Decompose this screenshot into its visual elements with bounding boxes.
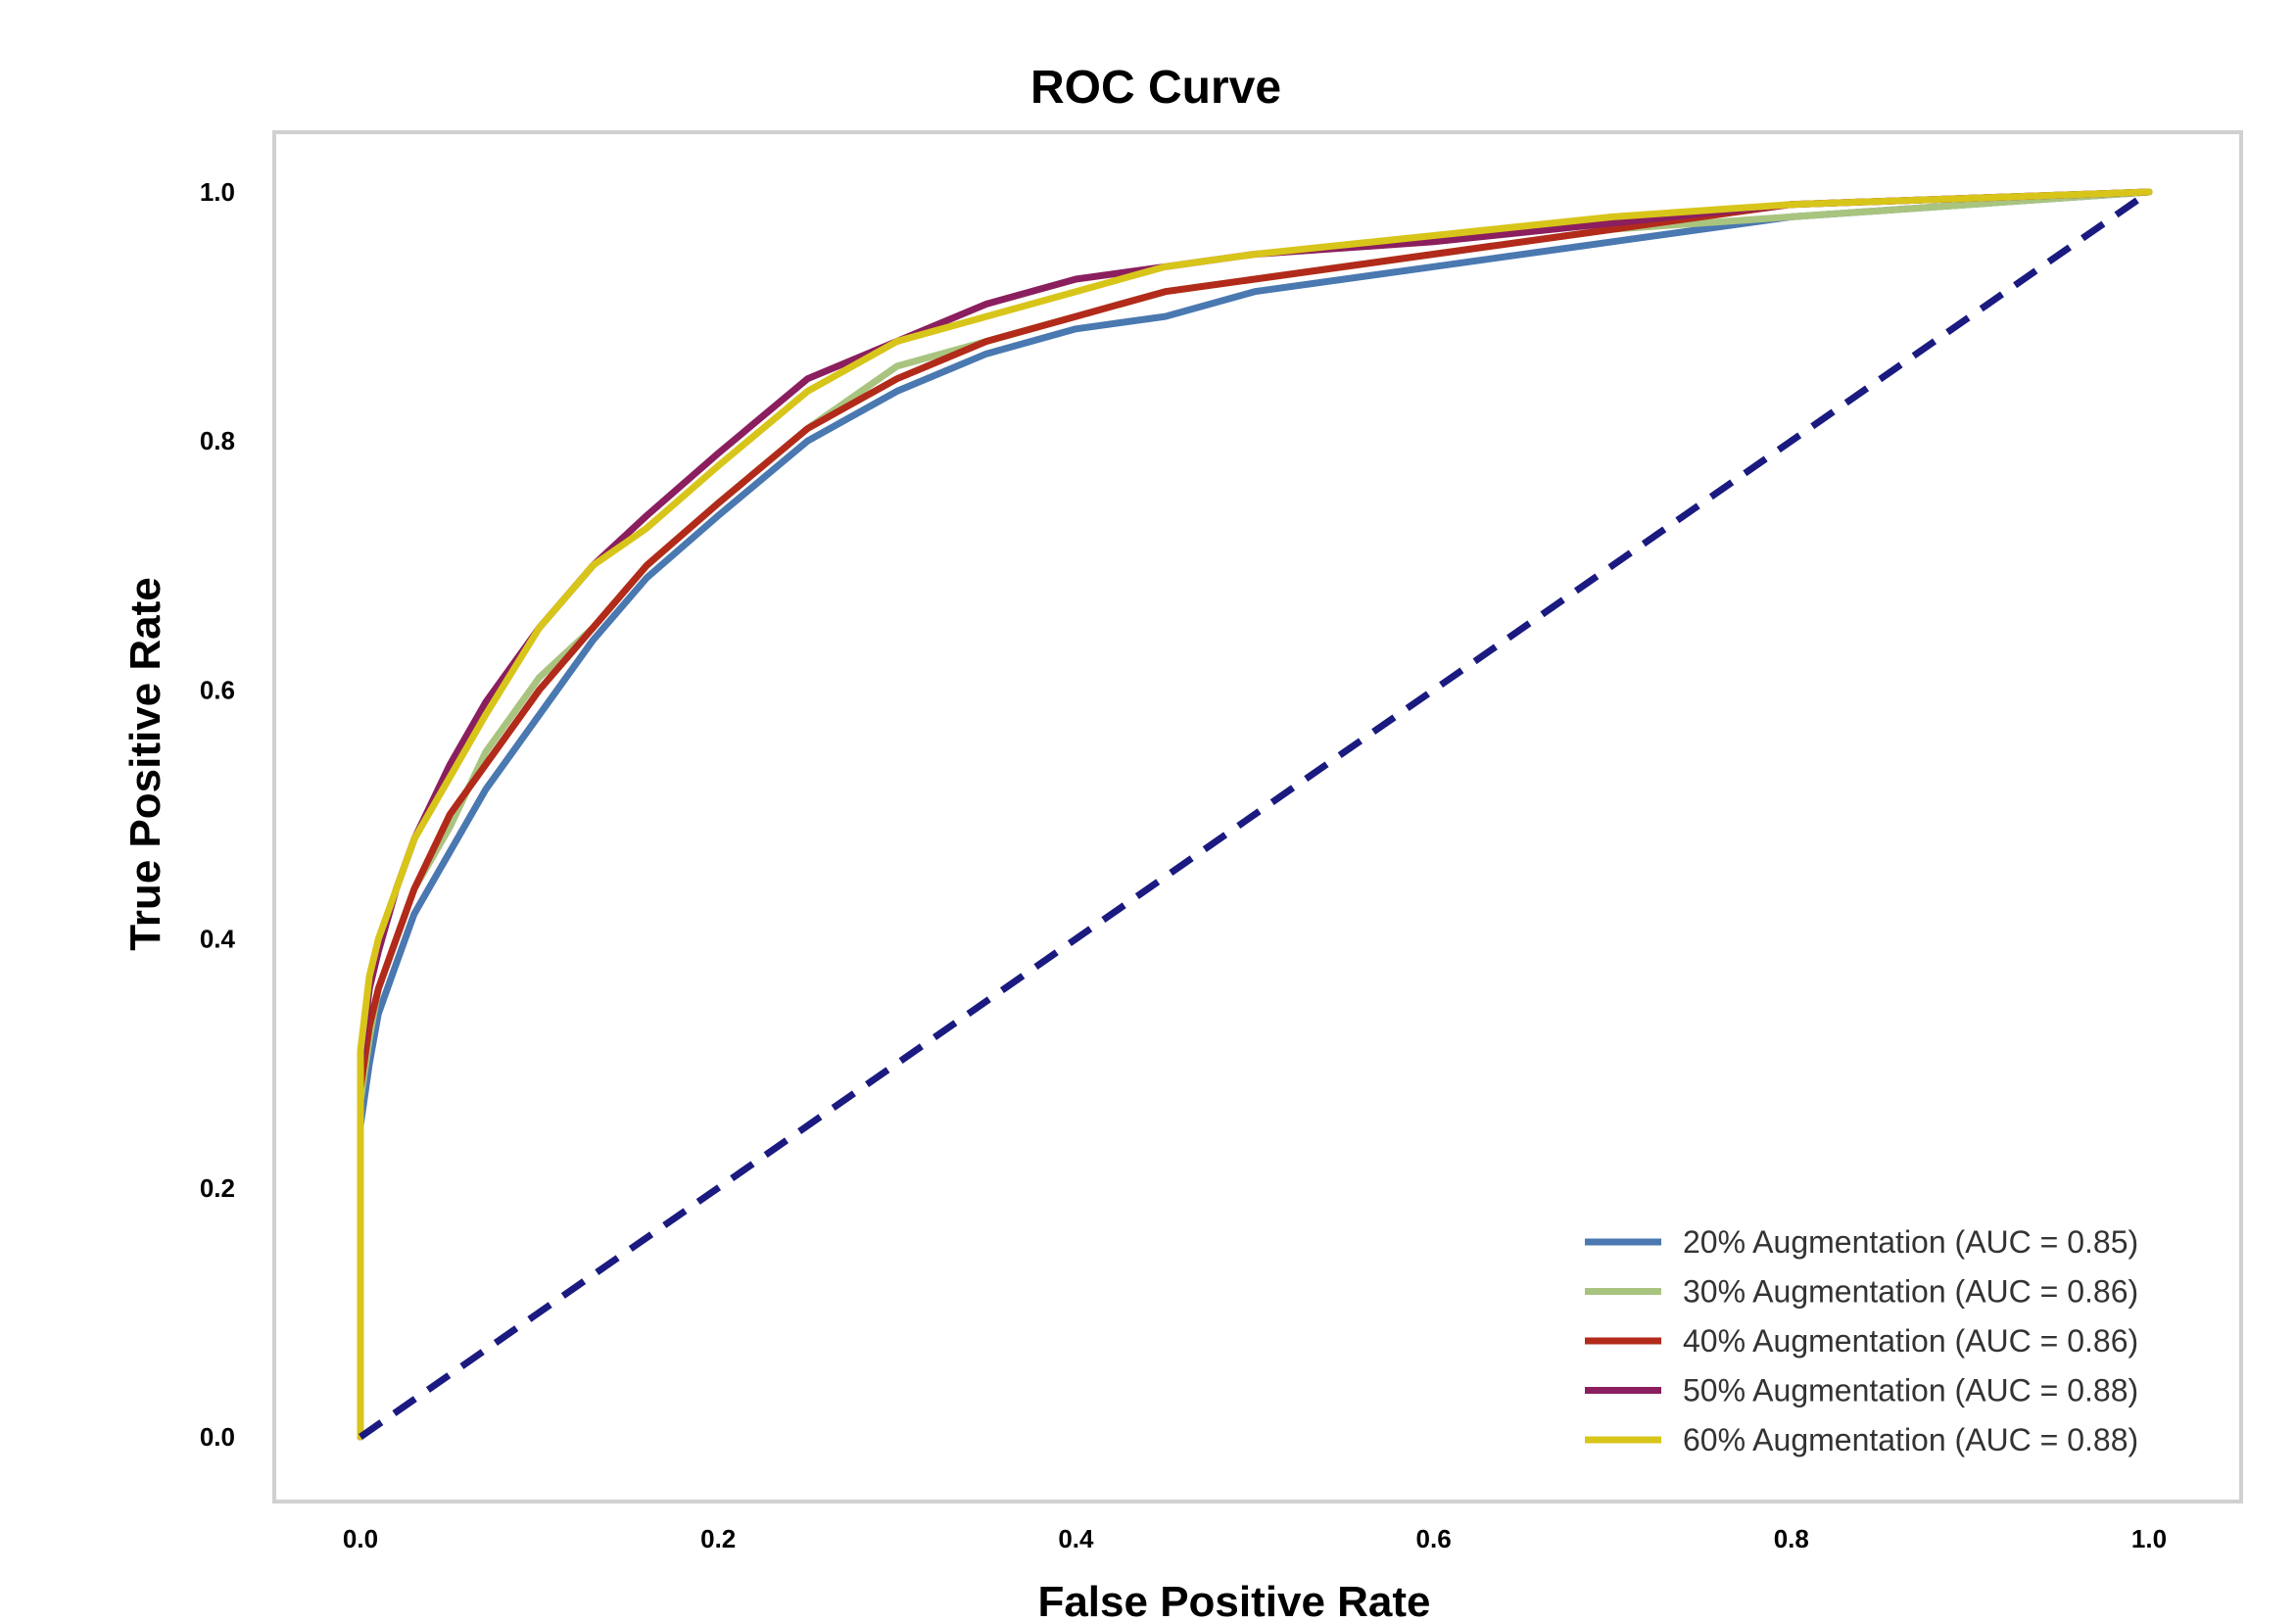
x-tick-label: 0.0 [343,1524,378,1553]
y-tick-label: 1.0 [200,177,235,207]
series-line-1 [357,188,2153,1441]
series-line-3 [357,188,2153,1441]
x-tick-label: 1.0 [2131,1524,2167,1553]
y-axis-ticks: 0.0 0.2 0.4 0.6 0.8 1.0 [200,177,236,1452]
legend-label-4: 50% Augmentation (AUC = 0.88) [1683,1373,2138,1408]
y-axis-label: True Positive Rate [121,577,169,950]
y-tick-label: 0.0 [200,1422,235,1452]
reference-line-group [359,189,2151,1440]
x-tick-label: 0.6 [1416,1524,1452,1553]
series-lines [357,188,2153,1441]
legend-label-1: 20% Augmentation (AUC = 0.85) [1683,1224,2138,1260]
plot-frame [272,130,2243,1503]
x-tick-label: 0.8 [1774,1524,1809,1553]
y-tick-label: 0.6 [200,675,235,704]
y-tick-label: 0.4 [200,925,236,954]
legend: 20% Augmentation (AUC = 0.85) 30% Augment… [1585,1224,2138,1457]
x-axis-ticks: 0.0 0.2 0.4 0.6 0.8 1.0 [343,1524,2167,1553]
x-tick-label: 0.4 [1058,1524,1094,1553]
x-axis-label: False Positive Rate [1037,1578,1430,1622]
reference-diagonal-line [359,189,2151,1440]
y-tick-label: 0.2 [200,1173,235,1203]
legend-label-5: 60% Augmentation (AUC = 0.88) [1683,1422,2138,1457]
legend-label-3: 40% Augmentation (AUC = 0.86) [1683,1323,2138,1359]
legend-label-2: 30% Augmentation (AUC = 0.86) [1683,1274,2138,1310]
x-tick-label: 0.2 [700,1524,736,1553]
series-line-5 [357,188,2153,1441]
y-tick-label: 0.8 [200,426,235,455]
chart-title: ROC Curve [1030,62,1281,114]
